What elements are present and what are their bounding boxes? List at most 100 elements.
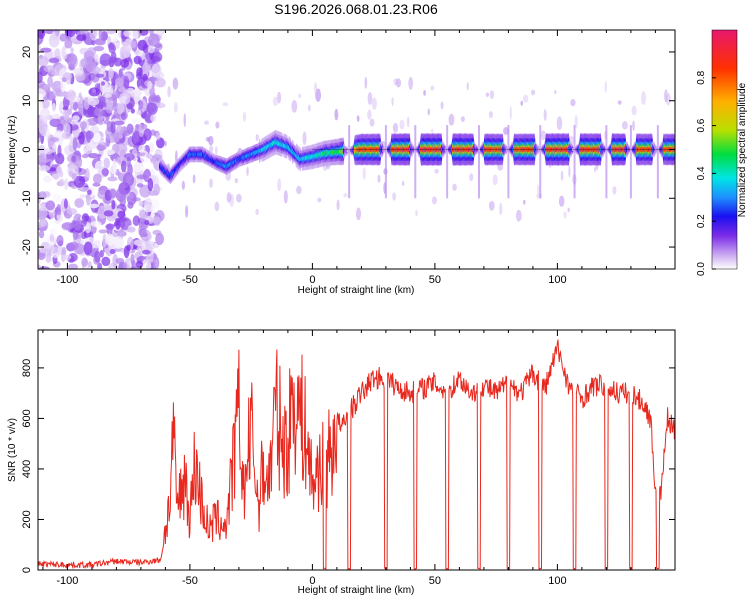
noise-cell (48, 33, 60, 48)
noise-cell (114, 77, 125, 87)
noise-cell (57, 123, 64, 133)
noise-cell (155, 232, 165, 246)
noise-cell (83, 148, 88, 154)
noise-cell (68, 241, 79, 251)
noise-cell (80, 121, 87, 130)
noise-cell (112, 236, 124, 250)
noise-cell (126, 87, 135, 94)
noise-cell (105, 100, 114, 114)
noise-cell (72, 115, 80, 122)
noise-cell (133, 55, 142, 65)
noise-cell (98, 229, 108, 234)
noise-cell (147, 45, 155, 54)
snr-x-ticks: -100 -50 0 50 100 (42, 330, 656, 587)
scatter-cell (204, 120, 210, 125)
x-tick-label: 50 (429, 575, 441, 587)
scatter-cell (307, 104, 311, 112)
noise-cell (120, 112, 127, 121)
noise-cell (38, 100, 43, 112)
noise-cell (112, 253, 119, 268)
noise-cell (38, 71, 43, 84)
scatter-cell (489, 90, 495, 100)
noise-cell (135, 260, 144, 269)
noise-cell (116, 125, 124, 135)
noise-cell (123, 30, 132, 37)
y-tick-label: 20 (21, 46, 33, 58)
noise-cell (148, 76, 158, 82)
noise-cell (132, 215, 141, 227)
noise-cell (108, 56, 118, 64)
noise-cell (91, 88, 96, 94)
noise-cell (123, 46, 131, 59)
noise-cell (87, 97, 100, 106)
scatter-cell (434, 168, 439, 174)
noise-cell (132, 160, 143, 173)
noise-cell (40, 47, 52, 53)
noise-cell (61, 131, 72, 140)
noise-cell (94, 38, 106, 46)
scatter-cell (371, 97, 377, 110)
noise-cell (99, 249, 104, 258)
noise-cell (43, 65, 56, 73)
noise-cell (140, 165, 146, 172)
snr-plot-area (38, 339, 675, 570)
noise-cell (38, 191, 47, 200)
y-tick-label: 200 (21, 510, 33, 528)
y-tick-label: 0 (21, 567, 33, 573)
scatter-cell (215, 121, 220, 129)
scatter-cell (297, 93, 302, 99)
noise-cell (130, 40, 137, 49)
noise-cell (38, 266, 50, 269)
scatter-cell (181, 180, 185, 191)
scatter-cell (317, 197, 322, 203)
noise-cell (81, 153, 89, 159)
scatter-cell (406, 116, 410, 128)
spectrogram-x-ticks: -100 -50 0 50 100 (42, 30, 656, 286)
noise-cell (76, 34, 87, 42)
scatter-cell (523, 199, 526, 205)
noise-cell (48, 57, 60, 64)
noise-cell (45, 200, 56, 211)
x-tick-label: -50 (182, 575, 198, 587)
scatter-cell (558, 195, 565, 207)
scatter-cell (226, 192, 232, 203)
colorbar-tick-label: 0.2 (696, 214, 707, 228)
noise-cell (143, 240, 156, 252)
noise-cell (139, 184, 151, 198)
noise-cell (38, 155, 46, 163)
scatter-cell (173, 101, 178, 113)
scatter-cell (515, 209, 522, 222)
noise-cell (131, 30, 139, 41)
noise-cell (138, 144, 146, 153)
noise-cell (89, 203, 99, 209)
noise-cell (38, 88, 46, 99)
y-tick-label: 0 (21, 146, 33, 152)
noise-cell (63, 198, 68, 209)
noise-cell (111, 199, 116, 210)
noise-cell (148, 142, 155, 153)
colorbar: 0.0 0.2 0.4 0.6 0.8 Normalized spectral ampl… (696, 29, 748, 276)
noise-cell (126, 244, 131, 252)
scatter-cell (172, 77, 179, 90)
noise-cell (38, 203, 45, 211)
scatter-cell (664, 89, 668, 103)
noise-cell (63, 110, 70, 121)
noise-cell (108, 68, 114, 79)
noise-cell (110, 164, 117, 174)
noise-cell (144, 219, 150, 226)
noise-cell (51, 113, 62, 120)
x-tick-label: -100 (56, 274, 78, 286)
scatter-cell (185, 205, 189, 218)
y-tick-label: -20 (21, 239, 33, 255)
scatter-cell (222, 102, 229, 107)
scatter-cell (367, 92, 373, 106)
noise-cell (74, 198, 85, 208)
noise-cell (117, 210, 126, 219)
noise-cell (132, 130, 140, 143)
dropout-streak (446, 125, 449, 199)
noise-cell (118, 92, 131, 106)
noise-cell (101, 256, 111, 267)
noise-cell (107, 176, 118, 182)
scatter-cell (208, 135, 214, 146)
dropout-streak (539, 125, 542, 199)
